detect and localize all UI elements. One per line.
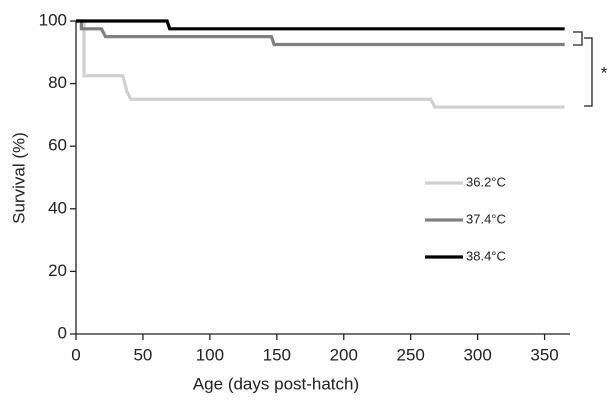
x-tick-label: 250 xyxy=(397,345,425,364)
x-tick-label: 200 xyxy=(330,345,358,364)
x-axis-label: Age (days post-hatch) xyxy=(193,374,359,393)
x-tick-label: 350 xyxy=(530,345,558,364)
y-axis-label: Survival (%) xyxy=(9,132,28,224)
significance-mark: * xyxy=(601,63,608,82)
x-tick-label: 50 xyxy=(133,345,152,364)
x-tick-label: 0 xyxy=(71,345,80,364)
survival-line xyxy=(76,19,565,109)
y-tick-label: 0 xyxy=(58,323,67,342)
y-tick-label: 60 xyxy=(48,136,67,155)
x-tick-label: 300 xyxy=(463,345,491,364)
legend-label: 36.2°C xyxy=(466,174,506,189)
legend-label: 37.4°C xyxy=(466,211,506,226)
survival-line xyxy=(76,19,565,31)
y-tick-label: 40 xyxy=(48,198,67,217)
bracket xyxy=(573,31,583,46)
legend-label: 38.4°C xyxy=(466,248,506,263)
y-tick-label: 20 xyxy=(48,261,67,280)
y-tick-label: 100 xyxy=(39,10,67,29)
survival-line xyxy=(76,19,565,47)
bracket xyxy=(584,37,593,107)
y-tick-label: 80 xyxy=(48,73,67,92)
x-tick-label: 100 xyxy=(196,345,224,364)
x-tick-label: 150 xyxy=(263,345,291,364)
